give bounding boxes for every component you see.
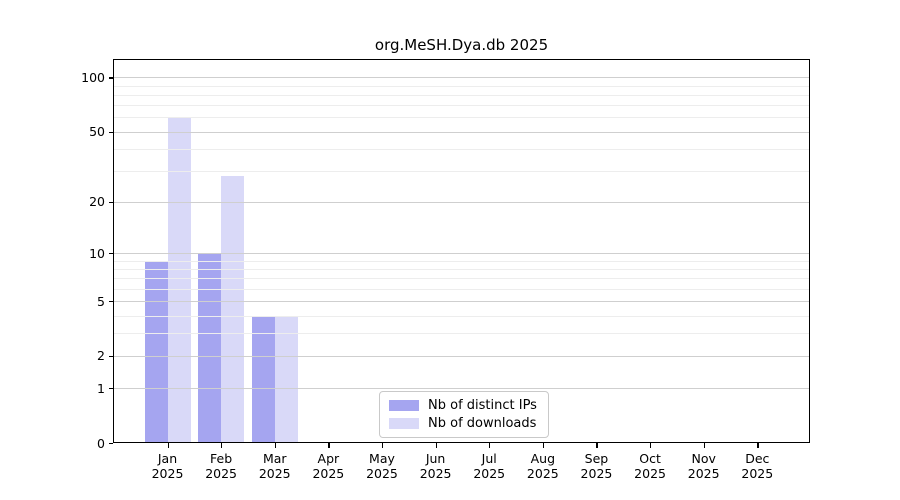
x-tick-label: Feb 2025 xyxy=(205,451,238,481)
y-tick-label: 5 xyxy=(97,293,105,309)
x-tick-label: Dec 2025 xyxy=(741,451,774,481)
x-tick-mark xyxy=(221,443,223,448)
x-tick-mark xyxy=(542,443,545,448)
x-tick-mark xyxy=(703,443,705,448)
x-tick-label: Nov 2025 xyxy=(687,451,720,481)
x-tick-label: Aug 2025 xyxy=(526,451,559,481)
x-tick-mark xyxy=(435,443,437,448)
gridline-major xyxy=(113,201,810,203)
x-tick-label: Oct 2025 xyxy=(634,451,666,481)
y-tick-mark xyxy=(108,131,113,133)
chart-title: org.MeSH.Dya.db 2025 xyxy=(374,36,549,54)
gridline-minor xyxy=(113,278,810,280)
legend-row-downloads: Nb of downloads xyxy=(389,416,539,431)
x-tick-mark xyxy=(757,443,759,448)
x-tick-label: Jul 2025 xyxy=(473,451,506,481)
y-tick-label: 100 xyxy=(81,69,105,85)
legend-swatch-distinct-ips xyxy=(389,400,419,411)
y-tick-label: 10 xyxy=(89,245,105,261)
legend-label-downloads: Nb of downloads xyxy=(428,416,537,431)
x-tick-label: Apr 2025 xyxy=(312,451,345,481)
x-tick-label: Sep 2025 xyxy=(580,451,613,481)
y-tick-mark xyxy=(108,388,113,390)
x-tick-label: Jun 2025 xyxy=(419,451,452,481)
gridline-minor xyxy=(113,117,810,119)
y-tick-label: 20 xyxy=(89,194,105,210)
y-tick-mark xyxy=(108,301,113,303)
gridline-minor xyxy=(113,94,810,96)
bar-nb-of-distinct-ips-2 xyxy=(251,315,275,443)
gridline-minor xyxy=(113,148,810,150)
y-tick-mark xyxy=(108,201,113,203)
gridline-major xyxy=(113,301,810,303)
y-tick-label: 1 xyxy=(97,380,105,396)
gridline-major xyxy=(113,77,810,79)
legend: Nb of distinct IPs Nb of downloads xyxy=(379,391,549,438)
bar-nb-of-downloads-2 xyxy=(274,315,298,443)
gridline-minor xyxy=(113,288,810,290)
y-tick-label: 2 xyxy=(97,348,105,364)
gridline-minor xyxy=(113,315,810,317)
bar-nb-of-downloads-0 xyxy=(167,117,191,443)
gridline-major xyxy=(113,253,810,255)
x-tick-label: Jan 2025 xyxy=(151,451,184,481)
x-tick-mark xyxy=(381,443,384,448)
legend-row-distinct-ips: Nb of distinct IPs xyxy=(389,398,539,413)
x-tick-mark xyxy=(489,443,491,448)
bar-nb-of-distinct-ips-1 xyxy=(198,253,222,443)
gridline-minor xyxy=(113,333,810,335)
bar-nb-of-distinct-ips-0 xyxy=(144,260,168,443)
y-tick-mark xyxy=(108,253,113,255)
legend-swatch-downloads xyxy=(389,418,419,429)
y-tick-label: 50 xyxy=(89,124,105,140)
gridline-major xyxy=(113,388,810,390)
y-tick-mark xyxy=(108,355,113,358)
x-tick-mark xyxy=(596,443,598,448)
gridline-major xyxy=(113,131,810,133)
legend-label-distinct-ips: Nb of distinct IPs xyxy=(428,398,537,413)
gridline-minor xyxy=(113,105,810,107)
gridline-minor xyxy=(113,268,810,270)
x-tick-label: Mar 2025 xyxy=(258,451,291,481)
gridline-major xyxy=(113,355,810,357)
bar-nb-of-downloads-1 xyxy=(221,176,245,443)
x-tick-mark xyxy=(274,443,276,448)
x-tick-mark xyxy=(328,443,330,448)
x-tick-mark xyxy=(650,443,652,448)
gridline-minor xyxy=(113,85,810,87)
y-tick-mark xyxy=(108,443,113,445)
x-tick-mark xyxy=(167,443,169,448)
gridline-minor xyxy=(113,260,810,262)
y-tick-mark xyxy=(108,77,113,79)
gridline-minor xyxy=(113,170,810,172)
y-tick-label: 0 xyxy=(97,435,105,451)
x-tick-label: May 2025 xyxy=(366,451,398,481)
